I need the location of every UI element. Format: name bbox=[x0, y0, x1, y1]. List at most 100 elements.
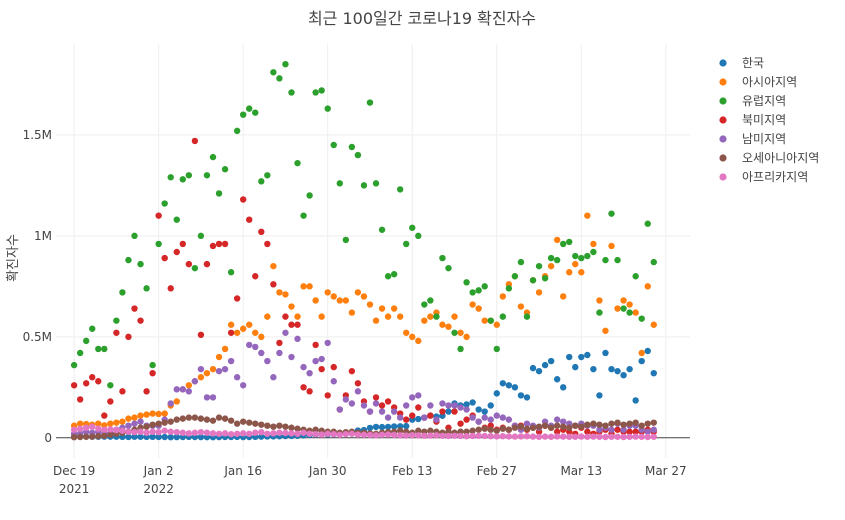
data-point bbox=[523, 432, 531, 440]
data-point bbox=[306, 388, 313, 395]
data-point bbox=[312, 426, 319, 433]
data-point bbox=[360, 293, 368, 300]
data-point bbox=[270, 430, 277, 437]
data-point bbox=[252, 343, 259, 351]
data-point bbox=[107, 420, 114, 427]
data-point bbox=[167, 418, 174, 425]
data-point bbox=[620, 305, 627, 312]
data-point bbox=[566, 238, 573, 246]
x-tick-label: Jan 16 bbox=[223, 464, 262, 478]
data-point bbox=[475, 418, 482, 425]
data-point bbox=[372, 180, 380, 187]
data-point bbox=[584, 428, 591, 435]
data-point bbox=[499, 425, 507, 432]
legend-item[interactable]: 남미지역 bbox=[719, 132, 786, 146]
data-point bbox=[415, 404, 422, 411]
data-point bbox=[76, 433, 84, 441]
data-point bbox=[384, 398, 392, 405]
data-point bbox=[270, 281, 277, 288]
data-point bbox=[439, 254, 446, 262]
data-point bbox=[445, 408, 452, 415]
data-point bbox=[463, 401, 470, 408]
data-point bbox=[113, 329, 120, 336]
data-point bbox=[161, 419, 168, 426]
data-point bbox=[137, 428, 144, 435]
data-point bbox=[560, 423, 567, 430]
data-point bbox=[95, 378, 102, 385]
data-point bbox=[403, 402, 410, 409]
data-point bbox=[282, 429, 289, 437]
data-point bbox=[131, 305, 138, 312]
legend-item[interactable]: 오세아니아지역 bbox=[719, 151, 819, 165]
data-point bbox=[246, 341, 253, 349]
data-point bbox=[566, 269, 573, 276]
data-point bbox=[149, 410, 156, 417]
data-point bbox=[131, 428, 138, 436]
legend-item[interactable]: 아시아지역 bbox=[719, 75, 797, 89]
data-point bbox=[602, 349, 609, 357]
legend-item[interactable]: 유럽지역 bbox=[719, 94, 786, 108]
data-point bbox=[626, 433, 633, 440]
data-point bbox=[246, 419, 253, 426]
data-point bbox=[409, 224, 416, 231]
data-point bbox=[149, 428, 156, 435]
legend-label: 유럽지역 bbox=[742, 94, 786, 108]
data-point bbox=[209, 417, 217, 424]
data-point bbox=[324, 430, 331, 437]
data-point bbox=[258, 421, 265, 428]
data-point bbox=[433, 416, 440, 423]
data-point bbox=[300, 212, 307, 219]
data-point bbox=[173, 386, 180, 393]
data-point bbox=[264, 313, 271, 320]
data-point bbox=[173, 398, 180, 405]
data-point bbox=[330, 430, 337, 438]
data-point bbox=[626, 309, 633, 316]
data-point bbox=[384, 273, 392, 280]
data-point bbox=[221, 345, 229, 353]
data-point bbox=[511, 273, 519, 280]
data-point bbox=[264, 172, 271, 179]
data-point bbox=[143, 429, 150, 436]
data-point bbox=[644, 347, 651, 355]
data-point bbox=[264, 430, 271, 437]
data-point bbox=[179, 240, 186, 248]
data-point bbox=[252, 329, 259, 336]
data-point bbox=[390, 271, 398, 278]
legend-item[interactable]: 북미지역 bbox=[719, 113, 786, 127]
data-point bbox=[487, 432, 494, 440]
data-point bbox=[644, 433, 651, 441]
data-point bbox=[227, 269, 235, 276]
data-point bbox=[584, 252, 591, 260]
data-point bbox=[638, 357, 645, 365]
data-point bbox=[203, 260, 211, 268]
data-point bbox=[203, 433, 211, 441]
data-point bbox=[517, 433, 525, 440]
data-point bbox=[403, 416, 410, 423]
x-axis: Dec 19 2021 Jan 2 2022 Jan 16 Jan 30 Feb 13 Feb… bbox=[53, 464, 687, 496]
data-point bbox=[76, 396, 84, 403]
data-point bbox=[215, 190, 223, 197]
data-point bbox=[560, 240, 567, 248]
data-point bbox=[294, 425, 301, 432]
data-point bbox=[360, 431, 368, 438]
data-point bbox=[246, 321, 253, 328]
data-point bbox=[300, 283, 307, 290]
data-point bbox=[125, 422, 132, 429]
data-point bbox=[233, 430, 241, 437]
data-point bbox=[620, 372, 627, 379]
data-point bbox=[125, 256, 132, 264]
data-point bbox=[354, 151, 362, 159]
data-point bbox=[614, 305, 621, 312]
data-point bbox=[572, 252, 579, 260]
data-point bbox=[620, 421, 627, 428]
data-point bbox=[547, 254, 555, 262]
y-tick-label: 0 bbox=[44, 431, 52, 445]
data-point bbox=[584, 433, 591, 440]
legend-item[interactable]: 아프리카지역 bbox=[719, 170, 808, 184]
data-point bbox=[101, 412, 108, 419]
data-point bbox=[246, 430, 253, 437]
data-point bbox=[89, 325, 96, 332]
data-point bbox=[602, 422, 609, 429]
data-point bbox=[396, 432, 404, 439]
legend-item[interactable]: 한국 bbox=[719, 56, 764, 70]
